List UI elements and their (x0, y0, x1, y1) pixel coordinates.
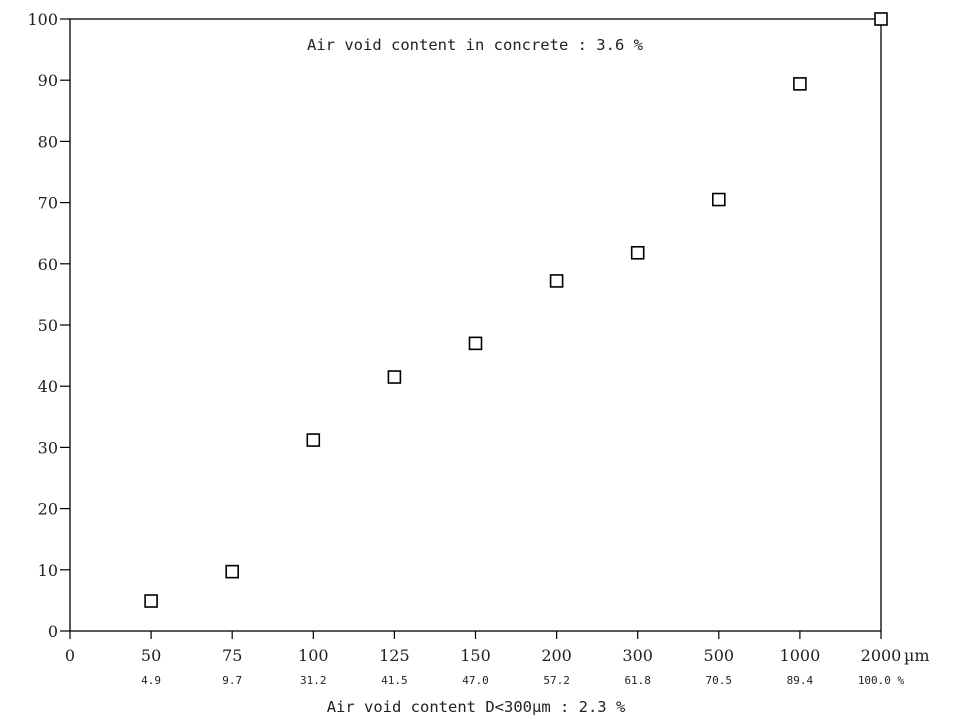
data-point-square (711, 192, 726, 207)
x-tick-label: 2000 (861, 646, 902, 665)
data-point-square (874, 12, 888, 26)
cumulative-percent-label: 89.4 (787, 674, 814, 687)
y-tick-label: 0 (48, 622, 58, 641)
chart-annotation-top: Air void content in concrete : 3.6 % (307, 36, 644, 54)
y-axis: 0 10 20 30 40 50 60 70 80 90 100 (27, 10, 70, 641)
y-tick-label: 20 (38, 500, 58, 519)
x-tick-label: 50 (141, 646, 161, 665)
cumulative-percent-label: 4.9 (141, 674, 161, 687)
y-tick-label: 50 (38, 316, 58, 335)
data-point-square (630, 245, 645, 260)
y-tick-label: 30 (38, 438, 58, 457)
x-unit-label: µm (904, 646, 930, 665)
y-tick-label: 100 (27, 10, 58, 29)
cumulative-percent-label: 70.5 (706, 674, 733, 687)
y-tick-label: 80 (38, 132, 58, 151)
x-tick-label: 0 (65, 646, 75, 665)
cumulative-percent-label: 41.5 (381, 674, 408, 687)
cumulative-percent-label: 57.2 (543, 674, 570, 687)
x-tick-label: 100 (298, 646, 329, 665)
cumulative-percent-label: 61.8 (624, 674, 651, 687)
data-point-square (793, 77, 807, 91)
x-tick-label: 300 (622, 646, 653, 665)
data-point-square (306, 433, 321, 447)
x-tick-label: 150 (460, 646, 491, 665)
data-point-square (549, 274, 564, 288)
plot-frame (69, 18, 882, 632)
cumulative-percent-label: 9.7 (222, 674, 242, 687)
y-tick-label: 60 (38, 255, 58, 274)
cumulative-percent-label: 31.2 (300, 674, 327, 687)
x-tick-label: 125 (379, 646, 410, 665)
y-tick-label: 40 (38, 377, 58, 396)
data-point-square (144, 594, 158, 608)
y-tick-label: 70 (38, 194, 58, 213)
data-markers (144, 12, 888, 608)
x-tick-label: 75 (222, 646, 242, 665)
data-point-square (468, 336, 483, 351)
x-tick-label: 500 (704, 646, 735, 665)
y-tick-label: 10 (38, 561, 58, 580)
y-tick-label: 90 (38, 71, 58, 90)
cumulative-percent-label: 100.0 % (858, 674, 905, 687)
cumulative-percent-label: 47.0 (462, 674, 489, 687)
data-point-square (225, 564, 239, 579)
x-tick-label: 200 (541, 646, 572, 665)
x-tick-label: 1000 (780, 646, 821, 665)
chart-annotation-bottom: Air void content D<300µm : 2.3 % (327, 698, 626, 716)
x-axis: 0 50 4.9 75 9.7 100 31.2 125 41.5 150 47.0 200 57.2 3… (65, 631, 930, 687)
data-point-square (387, 370, 402, 384)
